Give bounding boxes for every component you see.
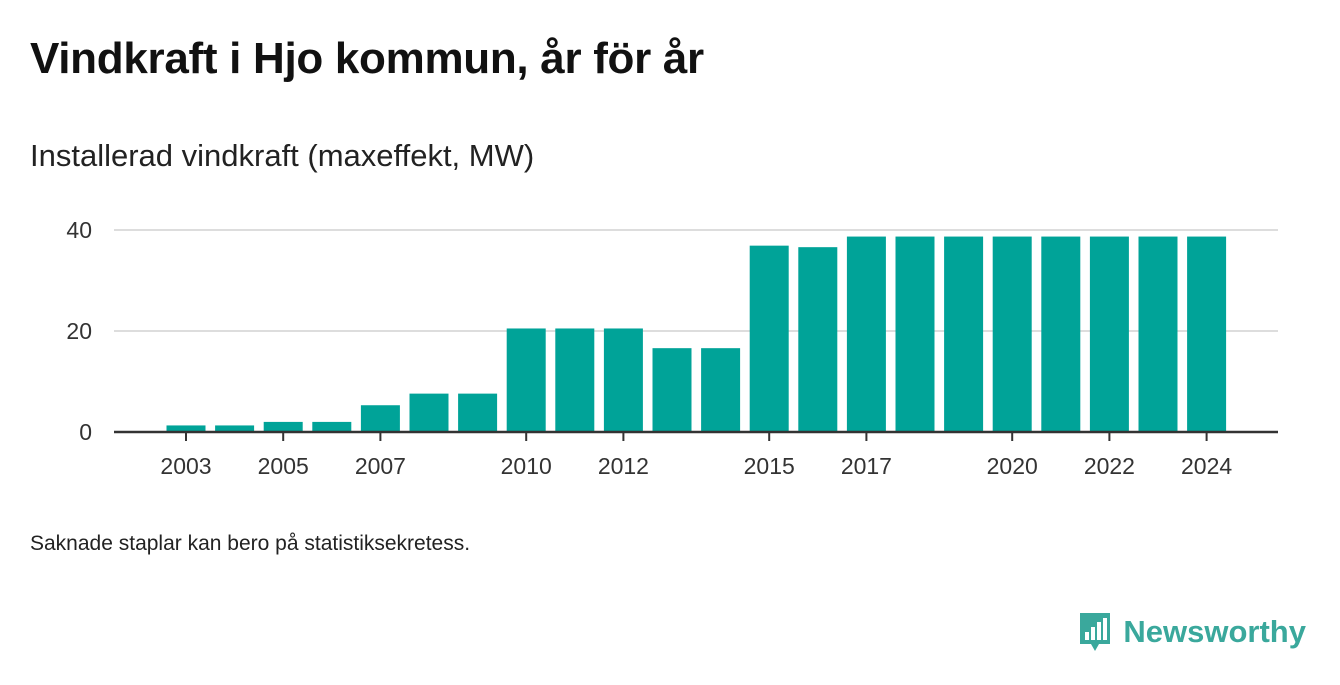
bar-2013 xyxy=(652,348,692,432)
bar-2019 xyxy=(944,236,984,432)
x-tick-label-2007: 2007 xyxy=(355,453,406,479)
bar-2006 xyxy=(312,421,352,432)
footnote: Saknade staplar kan bero på statistiksek… xyxy=(30,532,471,555)
bar-2021 xyxy=(1041,236,1081,432)
brand-name: Newsworthy xyxy=(1123,614,1306,649)
x-tick-label-2010: 2010 xyxy=(501,453,552,479)
bar-2008 xyxy=(409,393,449,432)
bar-2022 xyxy=(1089,236,1129,432)
x-tick-label-2020: 2020 xyxy=(987,453,1038,479)
newsworthy-logo-icon xyxy=(1080,613,1111,651)
bar-2020 xyxy=(992,236,1032,432)
y-tick-label-20: 20 xyxy=(66,318,92,344)
bars xyxy=(166,236,1227,432)
y-tick-label-0: 0 xyxy=(79,419,92,445)
x-tick-label-2005: 2005 xyxy=(258,453,309,479)
bar-2004 xyxy=(215,425,255,432)
x-tick-label-2012: 2012 xyxy=(598,453,649,479)
bar-2012 xyxy=(603,328,643,432)
bar-2014 xyxy=(701,348,741,432)
bar-chart: 0 20 40 2003 2005 2007 2010 2012 2015 2017 2020 202… xyxy=(66,217,1278,479)
bar-2005 xyxy=(263,421,303,432)
brand-logo[interactable]: Newsworthy xyxy=(1077,610,1306,654)
x-tick-label-2017: 2017 xyxy=(841,453,892,479)
bar-2016 xyxy=(798,247,838,432)
bar-2003 xyxy=(166,425,206,432)
bar-2007 xyxy=(360,405,400,432)
y-tick-label-40: 40 xyxy=(66,217,92,243)
axes: 0 20 40 2003 2005 2007 2010 2012 2015 2017 2020 202… xyxy=(66,217,1278,479)
bar-2023 xyxy=(1138,236,1178,432)
x-tick-label-2022: 2022 xyxy=(1084,453,1135,479)
bar-2015 xyxy=(749,245,789,432)
bar-2009 xyxy=(458,393,498,432)
x-tick-label-2024: 2024 xyxy=(1181,453,1232,479)
bar-2018 xyxy=(895,236,935,432)
chart-title: Vindkraft i Hjo kommun, år för år xyxy=(30,34,704,83)
bar-2017 xyxy=(846,236,886,432)
bar-2010 xyxy=(506,328,546,432)
grid-lines xyxy=(114,229,1278,332)
x-tick-label-2015: 2015 xyxy=(744,453,795,479)
chart-subtitle: Installerad vindkraft (maxeffekt, MW) xyxy=(30,138,535,173)
bar-2024 xyxy=(1187,236,1227,432)
x-tick-label-2003: 2003 xyxy=(160,453,211,479)
bar-2011 xyxy=(555,328,595,432)
